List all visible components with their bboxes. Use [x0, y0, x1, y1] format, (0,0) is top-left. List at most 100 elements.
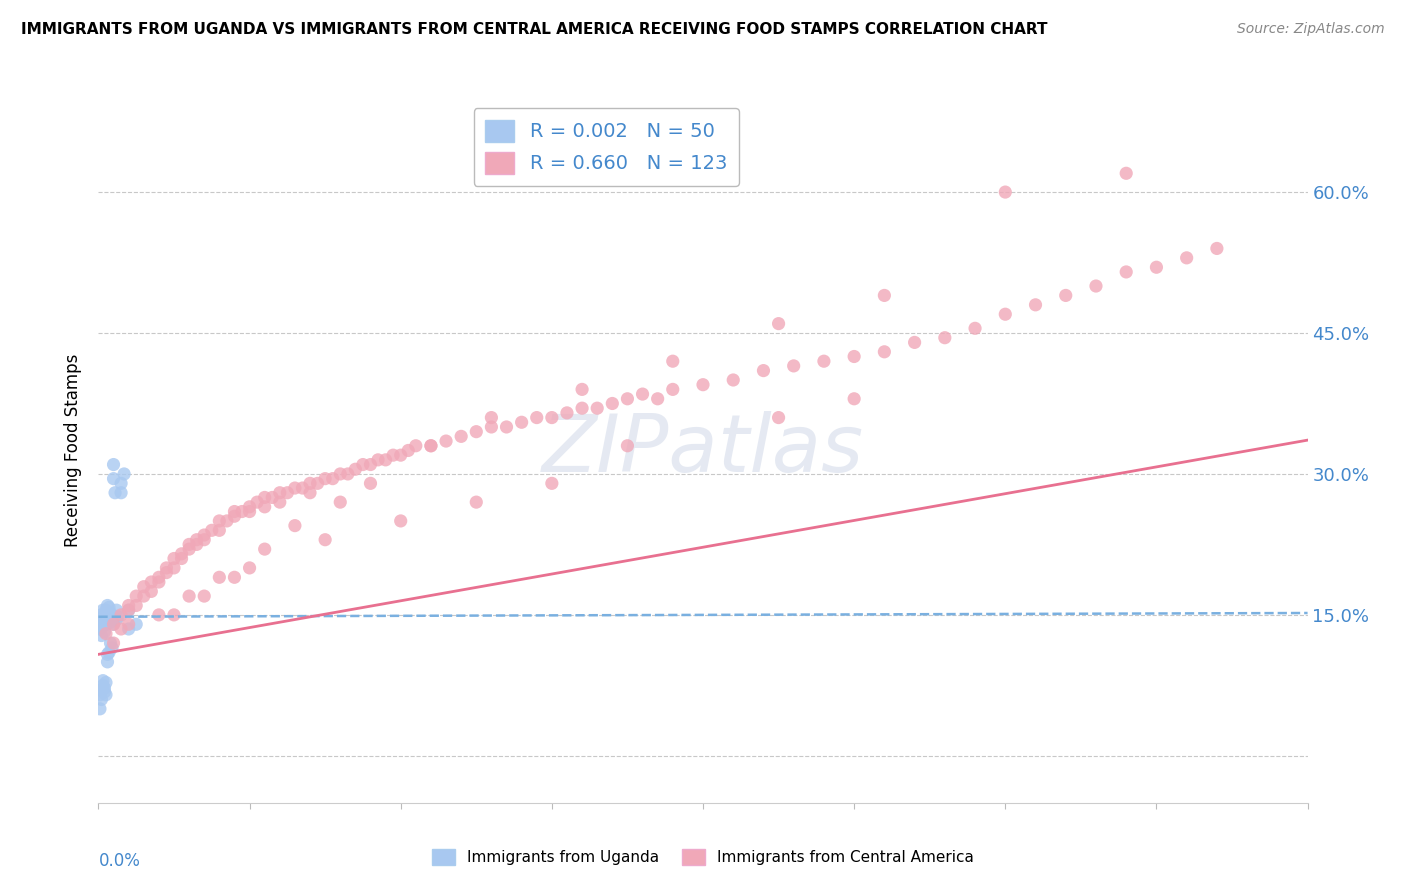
Point — [118, 599, 141, 613]
Point — [481, 420, 503, 434]
Point — [90, 629, 112, 643]
Point — [661, 354, 683, 368]
Point — [193, 589, 215, 603]
Point — [768, 410, 790, 425]
Point — [148, 607, 170, 622]
Point — [179, 537, 201, 551]
Point — [89, 613, 111, 627]
Point — [307, 476, 329, 491]
Point — [141, 584, 163, 599]
Y-axis label: Receiving Food Stamps: Receiving Food Stamps — [65, 354, 83, 547]
Point — [934, 331, 956, 345]
Point — [329, 495, 352, 509]
Point — [571, 383, 593, 397]
Point — [450, 429, 472, 443]
Point — [813, 354, 835, 368]
Point — [96, 655, 118, 669]
Point — [239, 504, 262, 518]
Point — [1175, 251, 1198, 265]
Point — [602, 396, 624, 410]
Point — [616, 392, 638, 406]
Point — [105, 603, 128, 617]
Point — [125, 599, 148, 613]
Point — [276, 485, 298, 500]
Point — [873, 344, 896, 359]
Point — [104, 485, 127, 500]
Point — [103, 617, 125, 632]
Point — [125, 589, 148, 603]
Point — [110, 607, 132, 622]
Point — [526, 410, 548, 425]
Point — [208, 524, 231, 538]
Point — [101, 608, 124, 623]
Point — [994, 185, 1017, 199]
Point — [103, 617, 125, 632]
Point — [246, 495, 269, 509]
Text: IMMIGRANTS FROM UGANDA VS IMMIGRANTS FROM CENTRAL AMERICA RECEIVING FOOD STAMPS : IMMIGRANTS FROM UGANDA VS IMMIGRANTS FRO… — [21, 22, 1047, 37]
Point — [314, 533, 336, 547]
Point — [170, 551, 193, 566]
Point — [179, 589, 201, 603]
Text: 0.0%: 0.0% — [98, 852, 141, 870]
Point — [208, 570, 231, 584]
Point — [1115, 265, 1137, 279]
Point — [299, 485, 322, 500]
Point — [382, 448, 405, 462]
Point — [163, 561, 186, 575]
Point — [110, 622, 132, 636]
Point — [616, 439, 638, 453]
Point — [253, 542, 276, 557]
Point — [495, 420, 517, 434]
Point — [299, 476, 322, 491]
Point — [360, 476, 382, 491]
Point — [94, 617, 117, 632]
Point — [336, 467, 359, 481]
Point — [284, 481, 307, 495]
Point — [163, 551, 186, 566]
Point — [291, 481, 314, 495]
Point — [89, 702, 111, 716]
Point — [112, 467, 135, 481]
Point — [179, 542, 201, 557]
Point — [723, 373, 745, 387]
Point — [262, 491, 284, 505]
Point — [118, 603, 141, 617]
Point — [215, 514, 238, 528]
Point — [96, 599, 118, 613]
Point — [465, 495, 488, 509]
Point — [132, 589, 155, 603]
Point — [201, 524, 224, 538]
Point — [186, 537, 208, 551]
Point — [224, 504, 246, 518]
Point — [91, 619, 114, 633]
Point — [692, 377, 714, 392]
Point — [91, 609, 114, 624]
Point — [1085, 279, 1108, 293]
Point — [93, 615, 115, 630]
Point — [186, 533, 208, 547]
Point — [647, 392, 669, 406]
Point — [1024, 298, 1046, 312]
Point — [94, 688, 117, 702]
Point — [91, 603, 114, 617]
Point — [481, 410, 503, 425]
Point — [90, 692, 112, 706]
Point — [768, 317, 790, 331]
Point — [103, 472, 125, 486]
Point — [91, 678, 114, 692]
Point — [101, 640, 124, 655]
Point — [118, 603, 141, 617]
Point — [94, 675, 117, 690]
Point — [1206, 242, 1229, 256]
Point — [93, 624, 115, 639]
Point — [141, 574, 163, 589]
Point — [110, 476, 132, 491]
Point — [253, 491, 276, 505]
Point — [100, 606, 122, 620]
Point — [155, 561, 177, 575]
Point — [269, 485, 291, 500]
Point — [93, 681, 115, 695]
Point — [118, 617, 141, 632]
Point — [434, 434, 457, 448]
Point — [163, 607, 186, 622]
